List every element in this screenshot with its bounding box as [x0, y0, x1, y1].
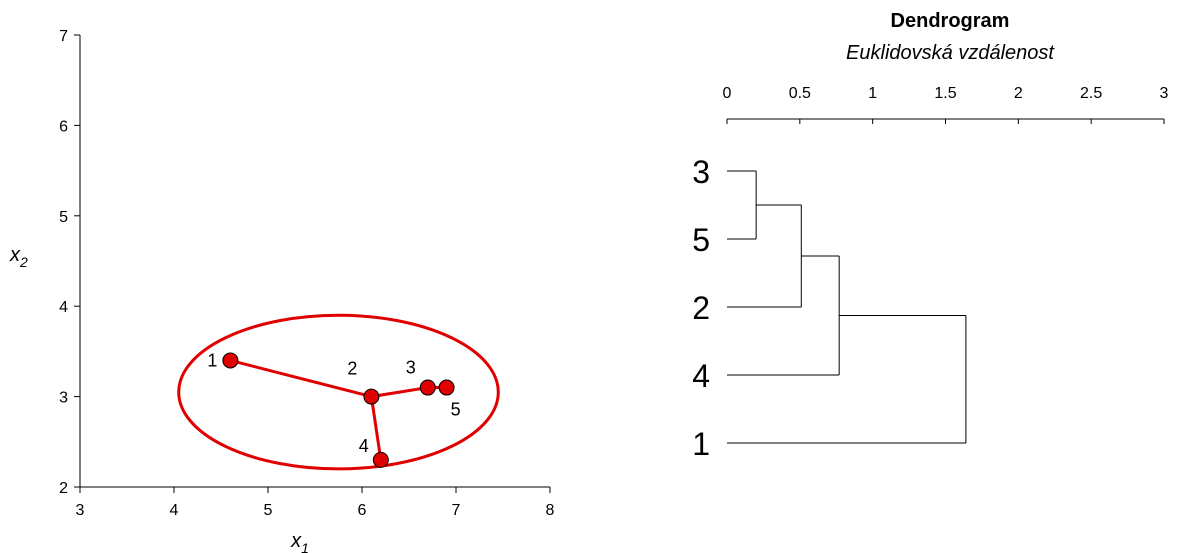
cluster-ellipse	[177, 313, 500, 471]
leaf-label: 4	[692, 358, 710, 394]
leaf-label: 1	[692, 426, 710, 462]
distance-tick-label: 0	[723, 85, 732, 102]
point-label: 5	[451, 400, 461, 420]
x-tick-label: 5	[264, 502, 273, 519]
y-tick-label: 5	[59, 209, 68, 226]
y-tick-label: 4	[59, 299, 68, 316]
data-point	[438, 379, 455, 396]
point-label: 4	[359, 436, 369, 456]
y-tick-label: 2	[59, 480, 68, 497]
dendrogram-leaf-labels: 3 5 2 4 1	[692, 154, 710, 462]
x-tick-label: 4	[170, 502, 179, 519]
data-point	[372, 451, 389, 468]
point-label: 1	[207, 350, 217, 370]
cluster-link	[230, 358, 372, 399]
cluster-link	[371, 386, 429, 399]
x-tick-label: 7	[452, 502, 461, 519]
x-tick-label: 8	[546, 502, 555, 519]
point-labels: 1 2 3 4 5	[207, 350, 460, 455]
data-points	[222, 352, 455, 468]
leaf-label: 5	[692, 222, 710, 258]
point-label: 2	[347, 359, 357, 379]
dendrogram: Dendrogram Euklidovská vzdálenost 0 0.5 1 1…	[692, 10, 1169, 462]
distance-tick-label: 1.5	[934, 85, 956, 102]
distance-tick-label: 1	[868, 85, 877, 102]
y-tick-label: 6	[59, 118, 68, 135]
y-tick-label: 7	[59, 28, 68, 45]
data-point	[419, 379, 436, 396]
data-point	[222, 352, 239, 369]
x-tick-label: 3	[76, 502, 85, 519]
x-tick-label: 6	[358, 502, 367, 519]
distance-tick-label: 2.5	[1080, 85, 1102, 102]
distance-tick-label: 3	[1160, 85, 1169, 102]
distance-tick-label: 2	[1014, 85, 1023, 102]
cluster-link	[369, 396, 383, 461]
distance-tick-label: 0.5	[789, 85, 811, 102]
dendrogram-branches	[727, 170, 967, 444]
data-point	[363, 388, 380, 405]
leaf-label: 2	[692, 290, 710, 326]
dendrogram-title: Dendrogram	[891, 10, 1010, 32]
point-label: 3	[406, 358, 416, 378]
y-tick-label: 3	[59, 390, 68, 407]
leaf-label: 3	[692, 154, 710, 190]
dendrogram-subtitle: Euklidovská vzdálenost	[846, 42, 1055, 64]
y-axis-label: x2	[9, 244, 28, 270]
x-axis-label: x1	[290, 530, 309, 553]
distance-axis: 0 0.5 1 1.5 2 2.5 3	[723, 85, 1169, 124]
